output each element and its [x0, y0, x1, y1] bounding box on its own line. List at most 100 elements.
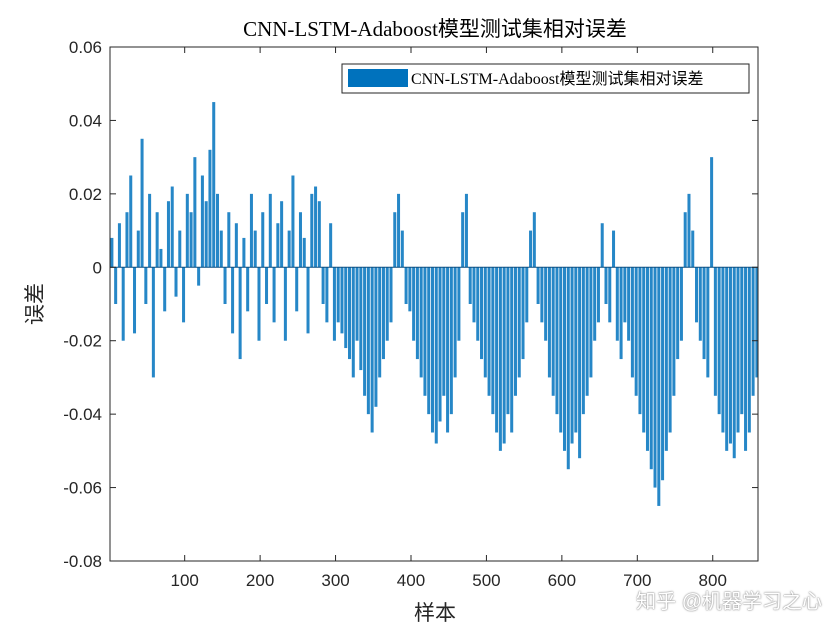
bar: [491, 267, 495, 415]
x-tick-label: 800: [699, 571, 727, 590]
bar: [657, 267, 661, 506]
bar: [178, 230, 182, 268]
bar: [298, 212, 302, 268]
bar: [261, 212, 265, 268]
bar: [472, 267, 476, 323]
bar: [283, 267, 287, 341]
x-axis-label: 样本: [414, 601, 456, 625]
bar: [585, 267, 589, 396]
bar: [502, 267, 506, 444]
bar: [559, 267, 563, 433]
bar: [238, 267, 242, 360]
bar: [736, 267, 740, 433]
bar: [608, 267, 612, 323]
bar: [627, 267, 631, 341]
bar: [204, 201, 208, 268]
bar: [649, 267, 653, 470]
bar: [683, 212, 687, 268]
bar: [740, 267, 744, 415]
axes-box: [109, 46, 759, 562]
bar: [732, 267, 736, 459]
bar: [329, 223, 333, 268]
legend-label: CNN-LSTM-Adaboost模型测试集相对误差: [411, 70, 703, 88]
bar: [532, 212, 536, 268]
bar: [706, 267, 710, 378]
bar: [125, 212, 129, 268]
bar: [600, 223, 604, 268]
bar: [578, 267, 582, 459]
bar: [676, 267, 680, 360]
bar: [351, 267, 355, 378]
bar: [302, 237, 306, 268]
bar: [521, 267, 525, 360]
bar: [133, 267, 137, 334]
y-tick-label: -0.06: [63, 479, 102, 498]
bar: [717, 267, 721, 415]
bar: [223, 267, 227, 304]
bar: [332, 267, 336, 341]
bar: [159, 248, 163, 268]
bar: [672, 267, 676, 396]
bar: [117, 223, 121, 268]
bar: [166, 201, 170, 268]
bar: [498, 267, 502, 451]
bar: [272, 267, 276, 323]
bar: [155, 212, 159, 268]
bar: [755, 267, 759, 378]
bar: [193, 157, 197, 268]
x-tick-label: 700: [623, 571, 651, 590]
bar: [483, 267, 487, 378]
bar: [551, 267, 555, 396]
bar: [182, 267, 186, 323]
bar: [525, 267, 529, 323]
bar: [423, 267, 427, 396]
bar: [129, 175, 133, 268]
bar: [378, 267, 382, 378]
bar: [615, 267, 619, 341]
bar: [713, 267, 717, 396]
bar: [348, 267, 352, 360]
bar: [529, 230, 533, 268]
bar: [246, 267, 250, 312]
bar: [415, 267, 419, 360]
bar: [562, 267, 567, 451]
bar: [664, 267, 668, 451]
y-tick-label: 0.04: [69, 111, 102, 130]
bar: [306, 267, 310, 334]
bar: [744, 267, 748, 451]
bar: [231, 267, 235, 334]
bar: [212, 102, 216, 268]
bar: [200, 175, 204, 268]
bar: [536, 267, 540, 304]
y-tick-label: 0.02: [69, 185, 102, 204]
bar: [340, 267, 344, 334]
bar: [374, 267, 378, 407]
bar: [687, 193, 691, 268]
bar: [370, 267, 374, 433]
bar: [144, 267, 148, 304]
bar: [581, 267, 585, 415]
bar: [540, 267, 544, 323]
bar: [668, 267, 672, 433]
bar: [219, 230, 223, 268]
bar: [728, 267, 732, 444]
bar: [589, 267, 593, 378]
bar: [566, 267, 570, 470]
bar: [242, 237, 246, 268]
bar: [634, 267, 638, 396]
bar: [574, 267, 578, 433]
y-tick-label: -0.02: [63, 332, 102, 351]
bar: [695, 267, 699, 323]
bar: [747, 267, 751, 433]
y-tick-label: -0.04: [63, 405, 102, 424]
bar: [381, 267, 385, 360]
bar: [517, 267, 521, 378]
bar: [513, 267, 517, 396]
bar: [170, 186, 174, 268]
bar: [295, 267, 299, 312]
bar: [314, 186, 318, 268]
y-tick-label: -0.08: [63, 552, 102, 571]
x-tick-label: 600: [548, 571, 576, 590]
bar: [257, 267, 261, 341]
bar: [393, 212, 397, 268]
